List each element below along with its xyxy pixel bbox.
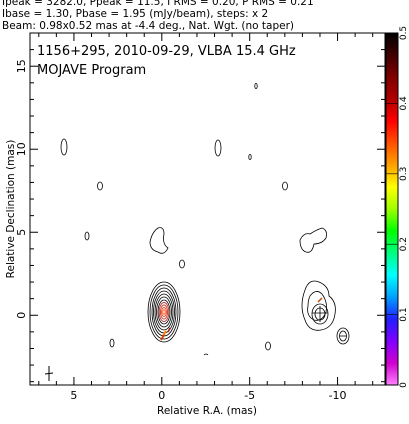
colorbar-tick-label: 0.2 [399, 237, 409, 251]
colorbar [386, 33, 398, 385]
core-inner-contours [158, 302, 170, 322]
y-tick-label: 15 [15, 59, 28, 73]
y-tick-label: 10 [15, 142, 28, 156]
colorbar-tick-label: 0.3 [399, 167, 409, 181]
plot-subtitle: MOJAVE Program [37, 63, 146, 78]
colorbar-fill [386, 33, 398, 385]
beam-marker [44, 366, 54, 381]
plot-frame [29, 32, 386, 386]
x-axis-ticks: 5 0 -5 -10 [38, 33, 374, 402]
colorbar-tick-label: 0.1 [399, 307, 409, 321]
plot-title: 1156+295, 2010-09-29, VLBA 15.4 GHz [37, 44, 296, 59]
header-line-1: Ipeak = 3282.0, Ppeak = 11.5, I RMS = 0.… [2, 0, 314, 8]
y-axis-ticks: 0 5 10 15 [15, 32, 385, 383]
polarization-vectors [160, 327, 171, 341]
y-tick-label: 5 [15, 229, 28, 236]
colorbar-ticks: 0 0.1 0.2 0.3 0.4 0.5 [386, 26, 409, 388]
y-tick-label: 0 [15, 312, 28, 319]
colorbar-tick-label: 0.5 [399, 26, 409, 40]
colorbar-tick-label: 0 [399, 382, 409, 388]
header-line-2: Ibase = 1.30, Pbase = 1.95 (mJy/beam), s… [2, 8, 269, 20]
jet-knot-contours [301, 280, 350, 345]
x-tick-label: -10 [329, 389, 347, 402]
header-line-3: Beam: 0.98x0.52 mas at -4.4 deg., Nat. W… [2, 20, 295, 32]
colorbar-tick-label: 0.4 [399, 96, 409, 111]
x-tick-label: 5 [70, 389, 77, 402]
x-tick-label: 0 [158, 389, 165, 402]
x-tick-label: -5 [244, 389, 255, 402]
noise-contours [60, 83, 327, 356]
y-axis-title: Relative Declination (mas) [5, 140, 17, 279]
x-axis-title: Relative R.A. (mas) [157, 405, 257, 417]
